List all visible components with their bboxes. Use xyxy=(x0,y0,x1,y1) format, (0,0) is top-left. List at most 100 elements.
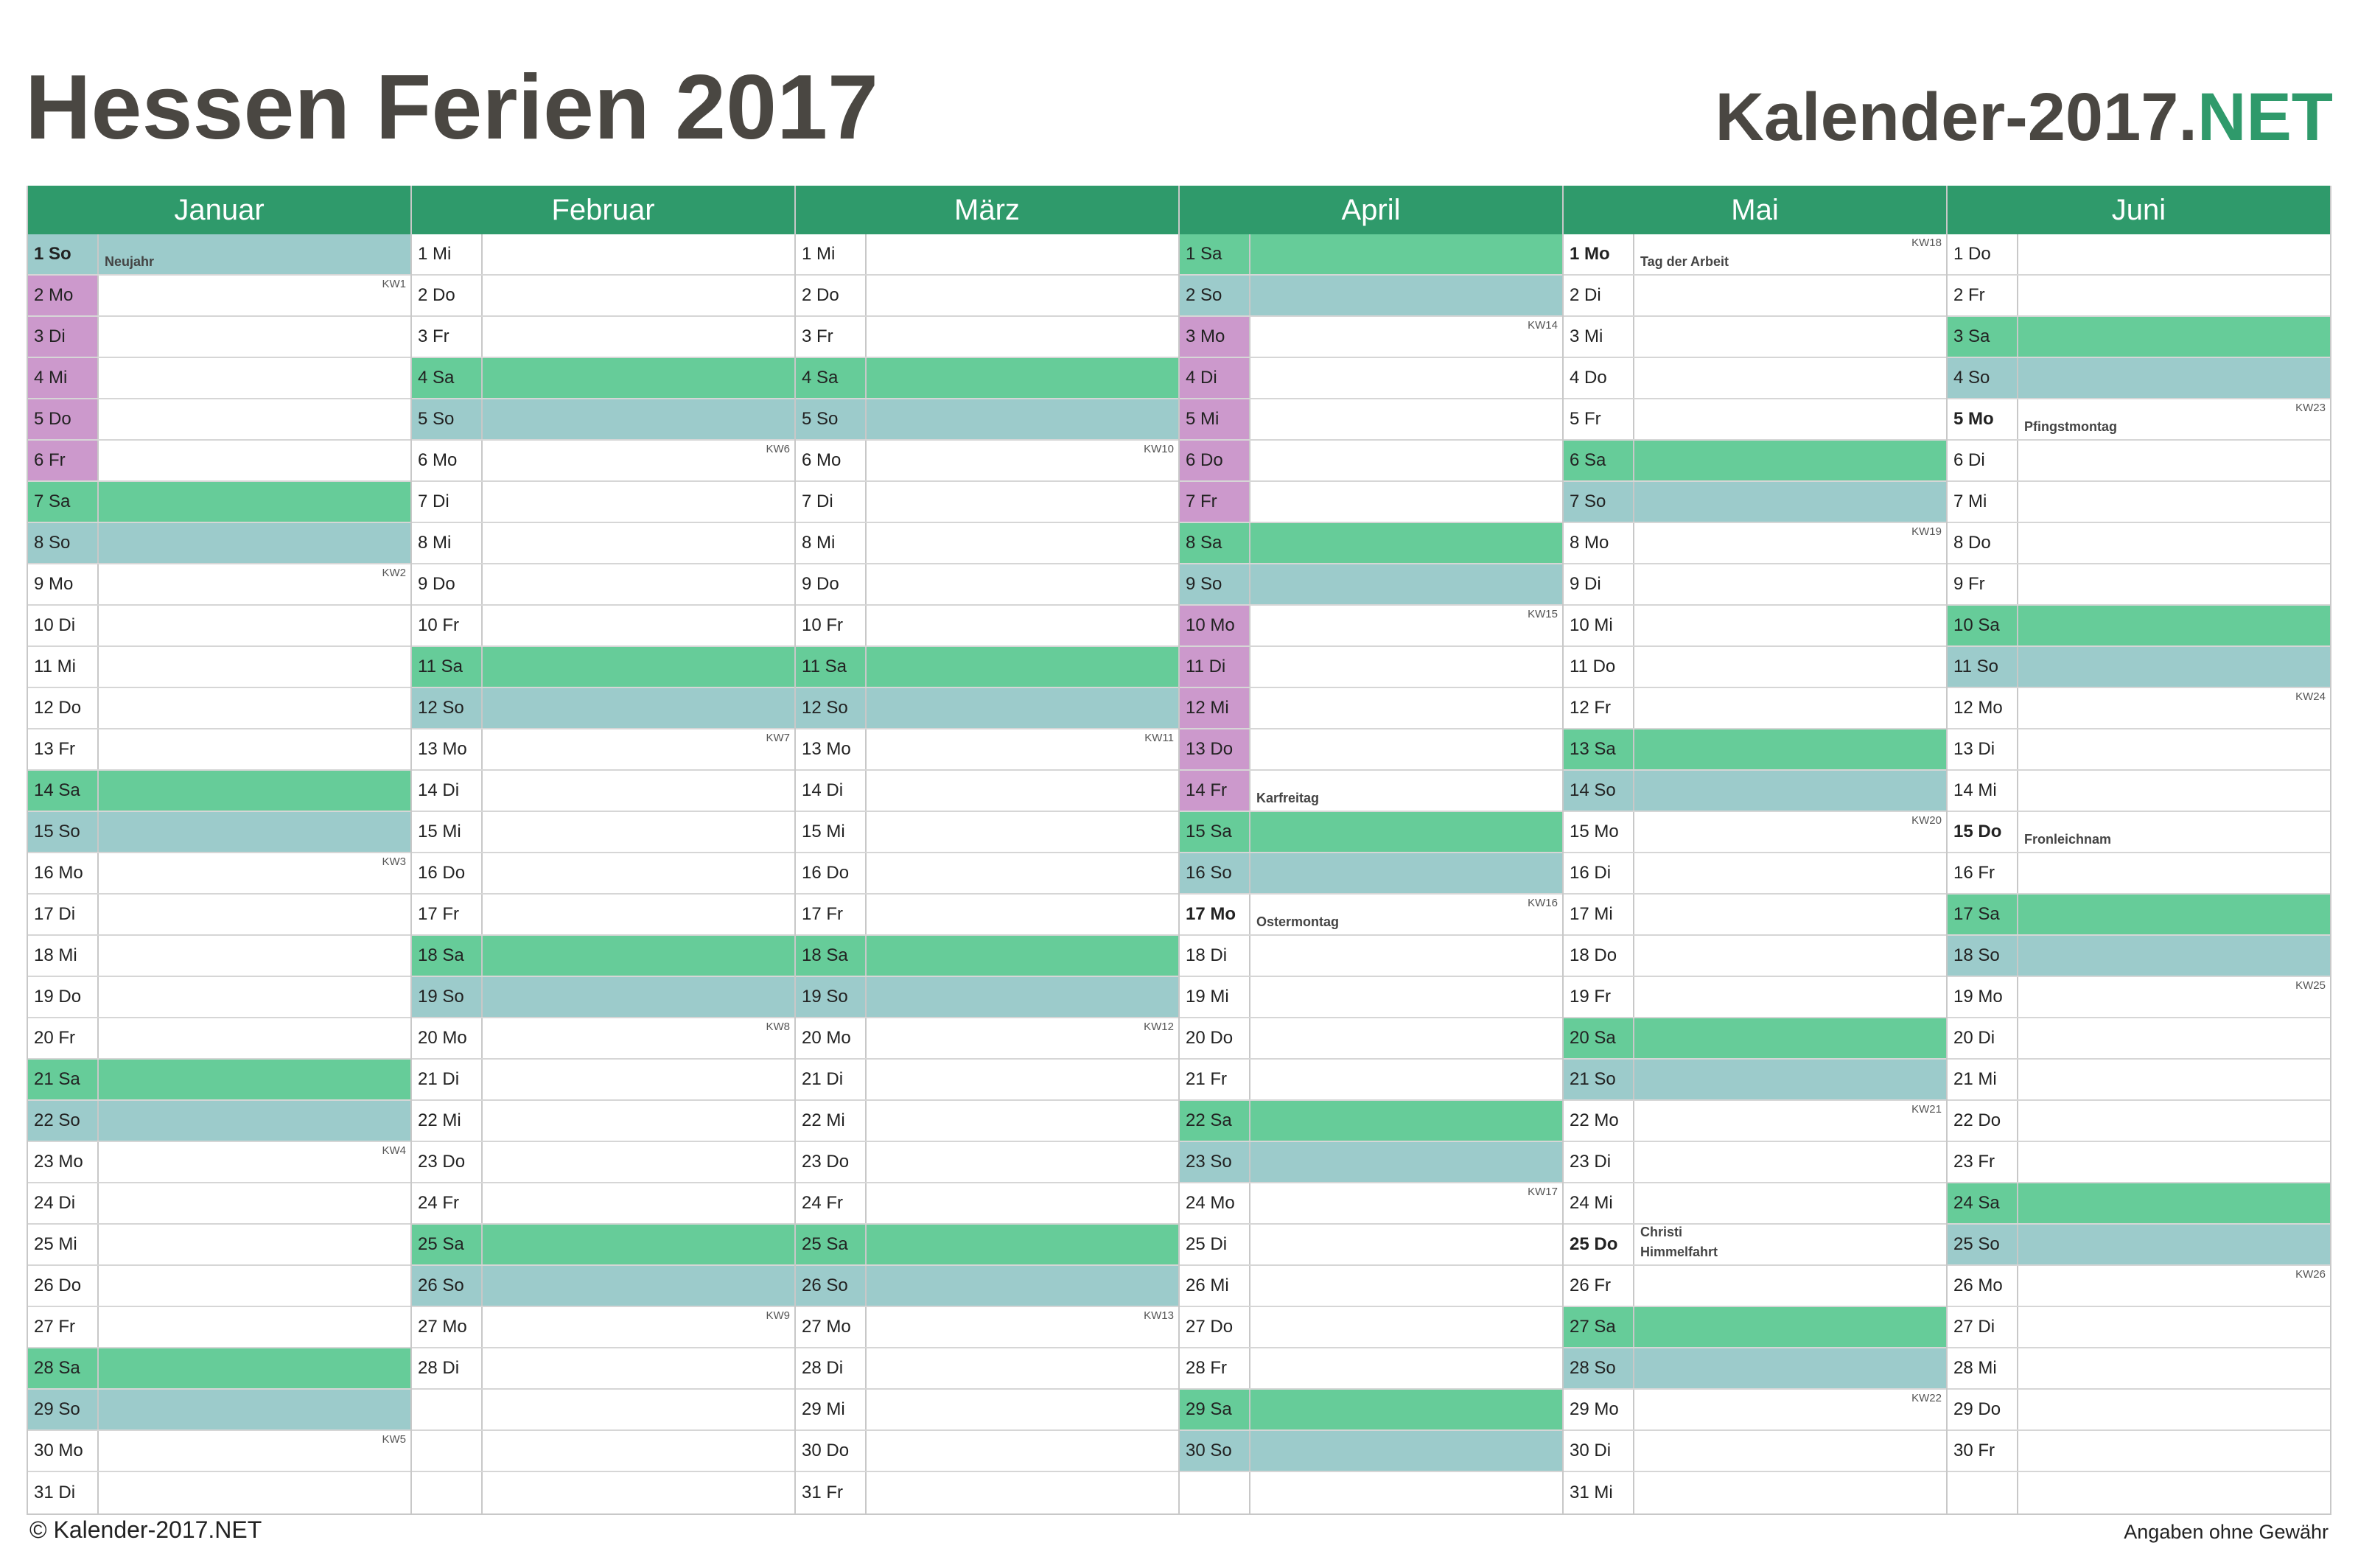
day-note xyxy=(1250,1307,1562,1347)
day-date: 19 Fr xyxy=(1564,977,1634,1017)
day-row: 5 So xyxy=(796,399,1178,441)
day-note: KW23 Pfingstmontag xyxy=(2018,399,2330,439)
day-list: 1 So Neujahr 2 Mo KW1 3 Di 4 Mi 5 Do 6 Fr 7 Sa 8 … xyxy=(28,234,410,1513)
day-date: 9 Di xyxy=(1564,564,1634,604)
day-note xyxy=(1250,482,1562,522)
day-date: 16 Do xyxy=(796,853,867,893)
day-date: 19 Mo xyxy=(1948,977,2018,1017)
day-date: 18 Sa xyxy=(412,936,483,976)
day-date: 3 Fr xyxy=(412,317,483,357)
day-note xyxy=(867,936,1178,976)
day-note xyxy=(2018,895,2330,934)
day-row: 5 So xyxy=(412,399,794,441)
holiday-label: Fronleichnam xyxy=(2024,832,2112,847)
day-row: 6 Do xyxy=(1180,441,1562,482)
day-row xyxy=(412,1390,794,1431)
day-date: 17 Di xyxy=(28,895,99,934)
week-number: KW7 xyxy=(766,732,790,744)
day-row: 16 Fr xyxy=(1948,853,2330,895)
day-row: 24 Fr xyxy=(412,1183,794,1225)
day-note xyxy=(483,564,794,604)
day-date: 3 Mi xyxy=(1564,317,1634,357)
day-row: 8 Mo KW19 xyxy=(1564,523,1946,564)
day-row: 24 Mi xyxy=(1564,1183,1946,1225)
day-note xyxy=(2018,936,2330,976)
day-date: 4 Do xyxy=(1564,358,1634,398)
day-list: 1 Mi 2 Do 3 Fr 4 Sa 5 So 6 Mo KW10 7 Di 8 Mi 9 Do… xyxy=(796,234,1178,1513)
day-date: 30 Mo xyxy=(28,1431,99,1471)
day-note xyxy=(1634,317,1946,357)
day-row: 18 Sa xyxy=(796,936,1178,977)
day-note xyxy=(1634,399,1946,439)
day-row: 22 Mi xyxy=(796,1101,1178,1142)
day-note xyxy=(1634,1472,1946,1513)
day-row: 18 Mi xyxy=(28,936,410,977)
day-date: 17 Mo xyxy=(1180,895,1250,934)
day-date: 21 Di xyxy=(412,1060,483,1099)
day-date: 17 Sa xyxy=(1948,895,2018,934)
day-note xyxy=(99,1183,410,1223)
day-row: 7 Mi xyxy=(1948,482,2330,523)
day-date: 16 Mo xyxy=(28,853,99,893)
day-note xyxy=(99,1101,410,1141)
day-note: KW16 Ostermontag xyxy=(1250,895,1562,934)
day-date: 19 So xyxy=(412,977,483,1017)
day-date: 9 Do xyxy=(412,564,483,604)
day-row: 2 Do xyxy=(412,276,794,317)
day-row: 15 Do Fronleichnam xyxy=(1948,812,2330,853)
day-note xyxy=(483,358,794,398)
day-date: 8 Mi xyxy=(412,523,483,563)
day-row: 6 Di xyxy=(1948,441,2330,482)
day-row: 3 Fr xyxy=(412,317,794,358)
day-note: KW15 xyxy=(1250,606,1562,645)
day-row: 8 Sa xyxy=(1180,523,1562,564)
day-date: 15 Mo xyxy=(1564,812,1634,852)
day-row: 19 Mo KW25 xyxy=(1948,977,2330,1018)
day-row: 26 Mo KW26 xyxy=(1948,1266,2330,1307)
day-date: 23 Do xyxy=(412,1142,483,1182)
day-row: 3 Sa xyxy=(1948,317,2330,358)
day-note xyxy=(1634,771,1946,811)
day-row: 18 Do xyxy=(1564,936,1946,977)
day-row: 4 Sa xyxy=(796,358,1178,399)
day-row xyxy=(1948,1472,2330,1513)
day-row: 17 Fr xyxy=(412,895,794,936)
day-row: 27 Do xyxy=(1180,1307,1562,1348)
day-note xyxy=(1250,358,1562,398)
day-row xyxy=(1180,1472,1562,1513)
day-date: 30 Di xyxy=(1564,1431,1634,1471)
day-note xyxy=(867,1183,1178,1223)
day-note xyxy=(867,523,1178,563)
day-date: 5 Mi xyxy=(1180,399,1250,439)
week-number: KW21 xyxy=(1911,1103,1942,1116)
day-note xyxy=(2018,441,2330,480)
holiday-label: Tag der Arbeit xyxy=(1640,254,1729,269)
day-row: 9 Mo KW2 xyxy=(28,564,410,606)
week-number: KW24 xyxy=(2295,690,2326,703)
day-date: 16 Di xyxy=(1564,853,1634,893)
day-date: 23 Di xyxy=(1564,1142,1634,1182)
day-note: KW5 xyxy=(99,1431,410,1471)
day-date: 12 So xyxy=(796,688,867,728)
day-row: 5 Fr xyxy=(1564,399,1946,441)
day-row: 12 So xyxy=(412,688,794,729)
day-row: 25 Di xyxy=(1180,1225,1562,1266)
day-date: 13 Mo xyxy=(796,729,867,769)
day-note xyxy=(1634,729,1946,769)
day-note: KW18 Tag der Arbeit xyxy=(1634,234,1946,274)
day-row: 1 Mo KW18 Tag der Arbeit xyxy=(1564,234,1946,276)
day-note: KW9 xyxy=(483,1307,794,1347)
week-number: KW5 xyxy=(382,1433,406,1446)
day-row: 6 Mo KW10 xyxy=(796,441,1178,482)
day-note xyxy=(867,317,1178,357)
day-note: KW20 xyxy=(1634,812,1946,852)
holiday-label: Christi Himmelfahrt xyxy=(1640,1225,1718,1259)
brand-logo[interactable]: Kalender-2017.NET xyxy=(1715,77,2333,158)
week-number: KW26 xyxy=(2295,1268,2326,1281)
day-date xyxy=(412,1472,483,1513)
day-date: 22 Sa xyxy=(1180,1101,1250,1141)
week-number: KW6 xyxy=(766,443,790,455)
day-note xyxy=(2018,1018,2330,1058)
day-date: 15 Sa xyxy=(1180,812,1250,852)
day-date: 2 Fr xyxy=(1948,276,2018,315)
